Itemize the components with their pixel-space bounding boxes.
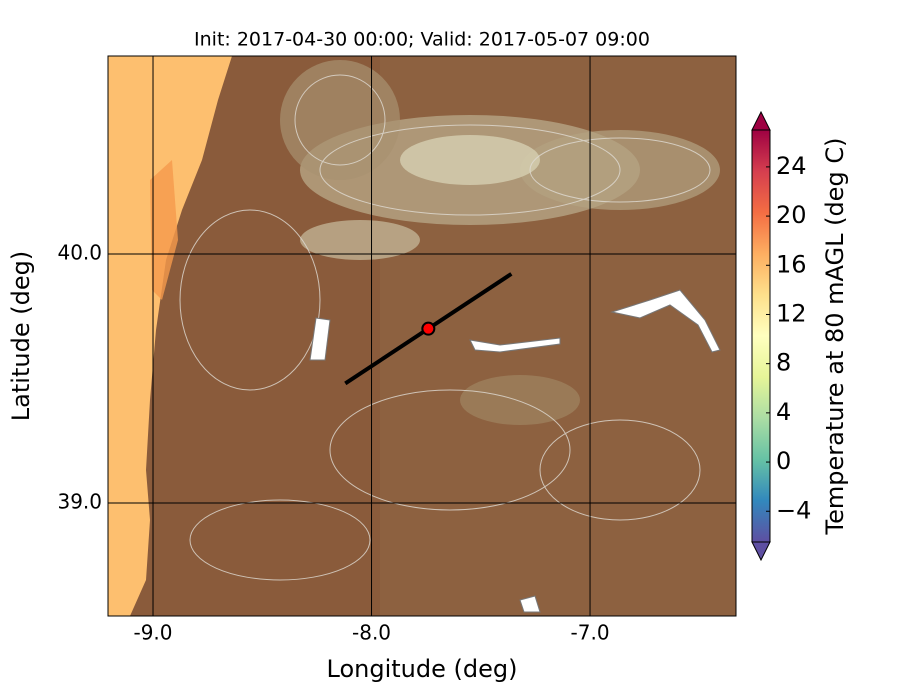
colorbar-extend-low [751, 541, 771, 562]
graticule [108, 56, 736, 616]
colorbar-tick-label: 24 [776, 152, 807, 180]
y-tick-label: 39.0 [57, 489, 102, 513]
colorbar-tick-label: 4 [776, 398, 791, 426]
point-marker [421, 321, 436, 336]
chart-title: Init: 2017-04-30 00:00; Valid: 2017-05-0… [194, 29, 650, 51]
colorbar-tick-label: 12 [776, 299, 807, 327]
colorbar-extend-high [751, 110, 771, 131]
x-axis-label: Longitude (deg) [327, 655, 518, 683]
x-tick-label: -9.0 [133, 621, 172, 645]
x-tick-label: -7.0 [571, 621, 610, 645]
colorbar-tick-label: 0 [776, 447, 791, 475]
x-tick-label: -8.0 [352, 621, 391, 645]
colorbar-tick-label: 8 [776, 349, 791, 377]
colorbar-tick-label: 16 [776, 250, 807, 278]
colorbar [751, 129, 771, 543]
terrain [108, 56, 736, 616]
plot-frame [107, 55, 737, 617]
y-axis-label: Latitude (deg) [7, 251, 35, 421]
colorbar-label: Temperature at 80 mAGL (deg C) [821, 138, 849, 536]
colorbar-tick-label: 20 [776, 201, 807, 229]
y-tick-label: 40.0 [57, 240, 102, 264]
colorbar-tick-label: −4 [776, 496, 811, 524]
